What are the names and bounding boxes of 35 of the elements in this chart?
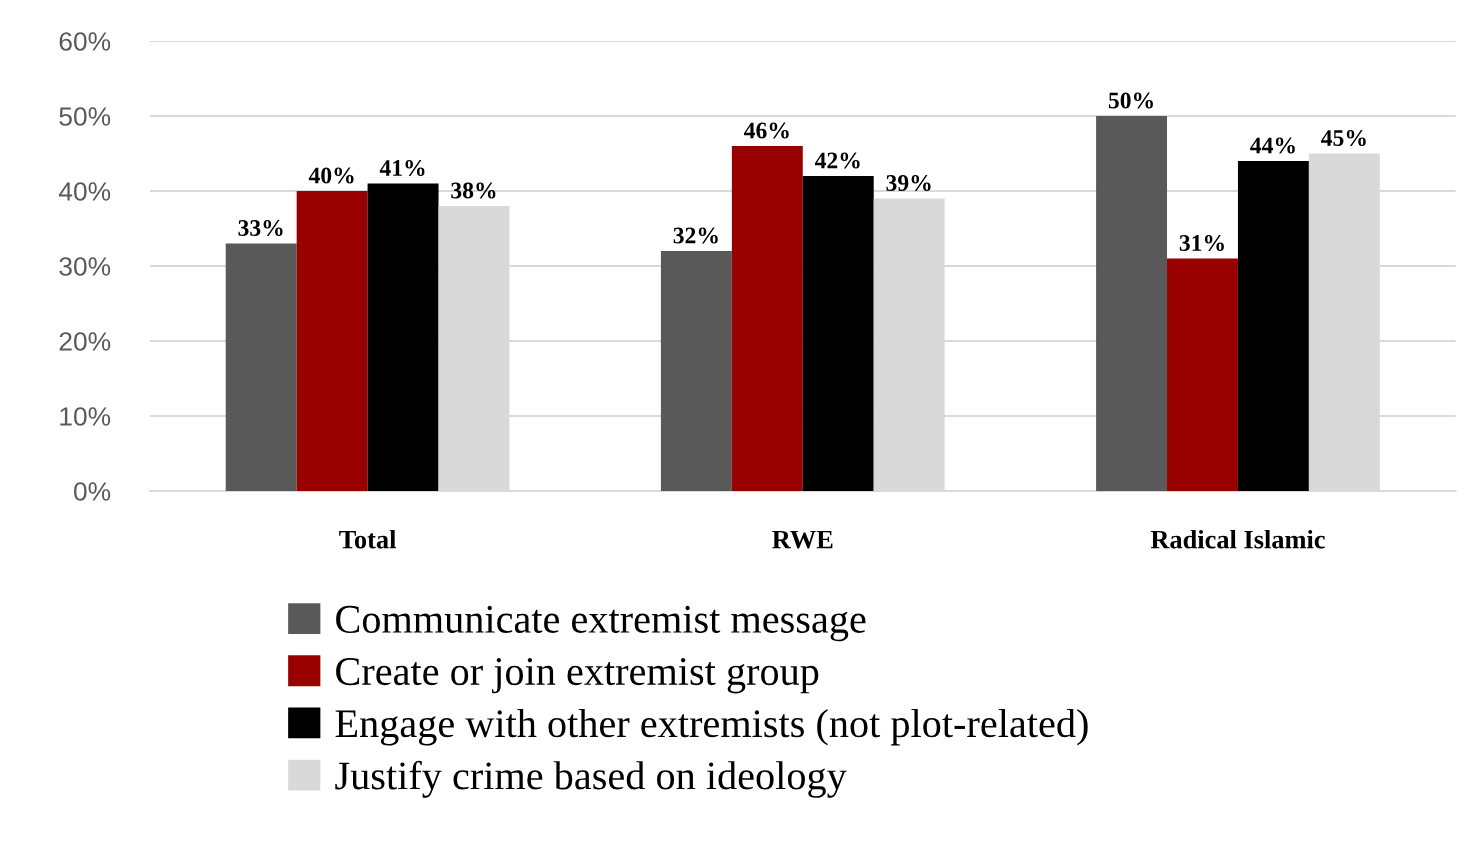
data-label: 32% [673, 227, 718, 244]
bar [660, 251, 732, 491]
x-tick-label: RWE [772, 530, 833, 549]
bar [1096, 116, 1168, 491]
data-label: 50% [1108, 92, 1153, 109]
y-tick-label: 30% [59, 257, 111, 276]
data-label: 41% [379, 159, 425, 176]
legend-label: Engage with other extremists (not plot-related) [335, 708, 1088, 746]
data-label: 39% [886, 174, 931, 191]
legend-label: Communicate extremist message [336, 605, 866, 642]
bar [1167, 258, 1238, 491]
x-tick-label: Total [339, 529, 396, 549]
data-label: 31% [1179, 234, 1224, 251]
y-tick-label: 0% [74, 482, 111, 501]
data-label: 44% [1250, 137, 1295, 154]
legend-label: Create or join extremist group [336, 658, 819, 694]
y-tick-label: 20% [59, 332, 111, 351]
data-label: 42% [814, 152, 860, 169]
data-label: 40% [308, 167, 354, 184]
data-label: 33% [238, 219, 283, 236]
bar [296, 191, 368, 491]
data-label: 38% [451, 182, 496, 199]
bar [367, 183, 439, 491]
bar [225, 243, 297, 491]
y-tick-label: 60% [59, 32, 111, 51]
y-tick-label: 50% [59, 107, 111, 126]
bar [1237, 161, 1309, 491]
data-label: 46% [744, 122, 789, 139]
bar [802, 176, 874, 491]
data-label: 45% [1321, 129, 1366, 146]
bar [731, 146, 803, 491]
y-tick-label: 10% [60, 407, 111, 426]
legend-label: Justify crime based on ideology [335, 760, 847, 798]
y-tick-label: 40% [58, 182, 111, 201]
x-tick-label: Radical Islamic [1150, 529, 1325, 549]
